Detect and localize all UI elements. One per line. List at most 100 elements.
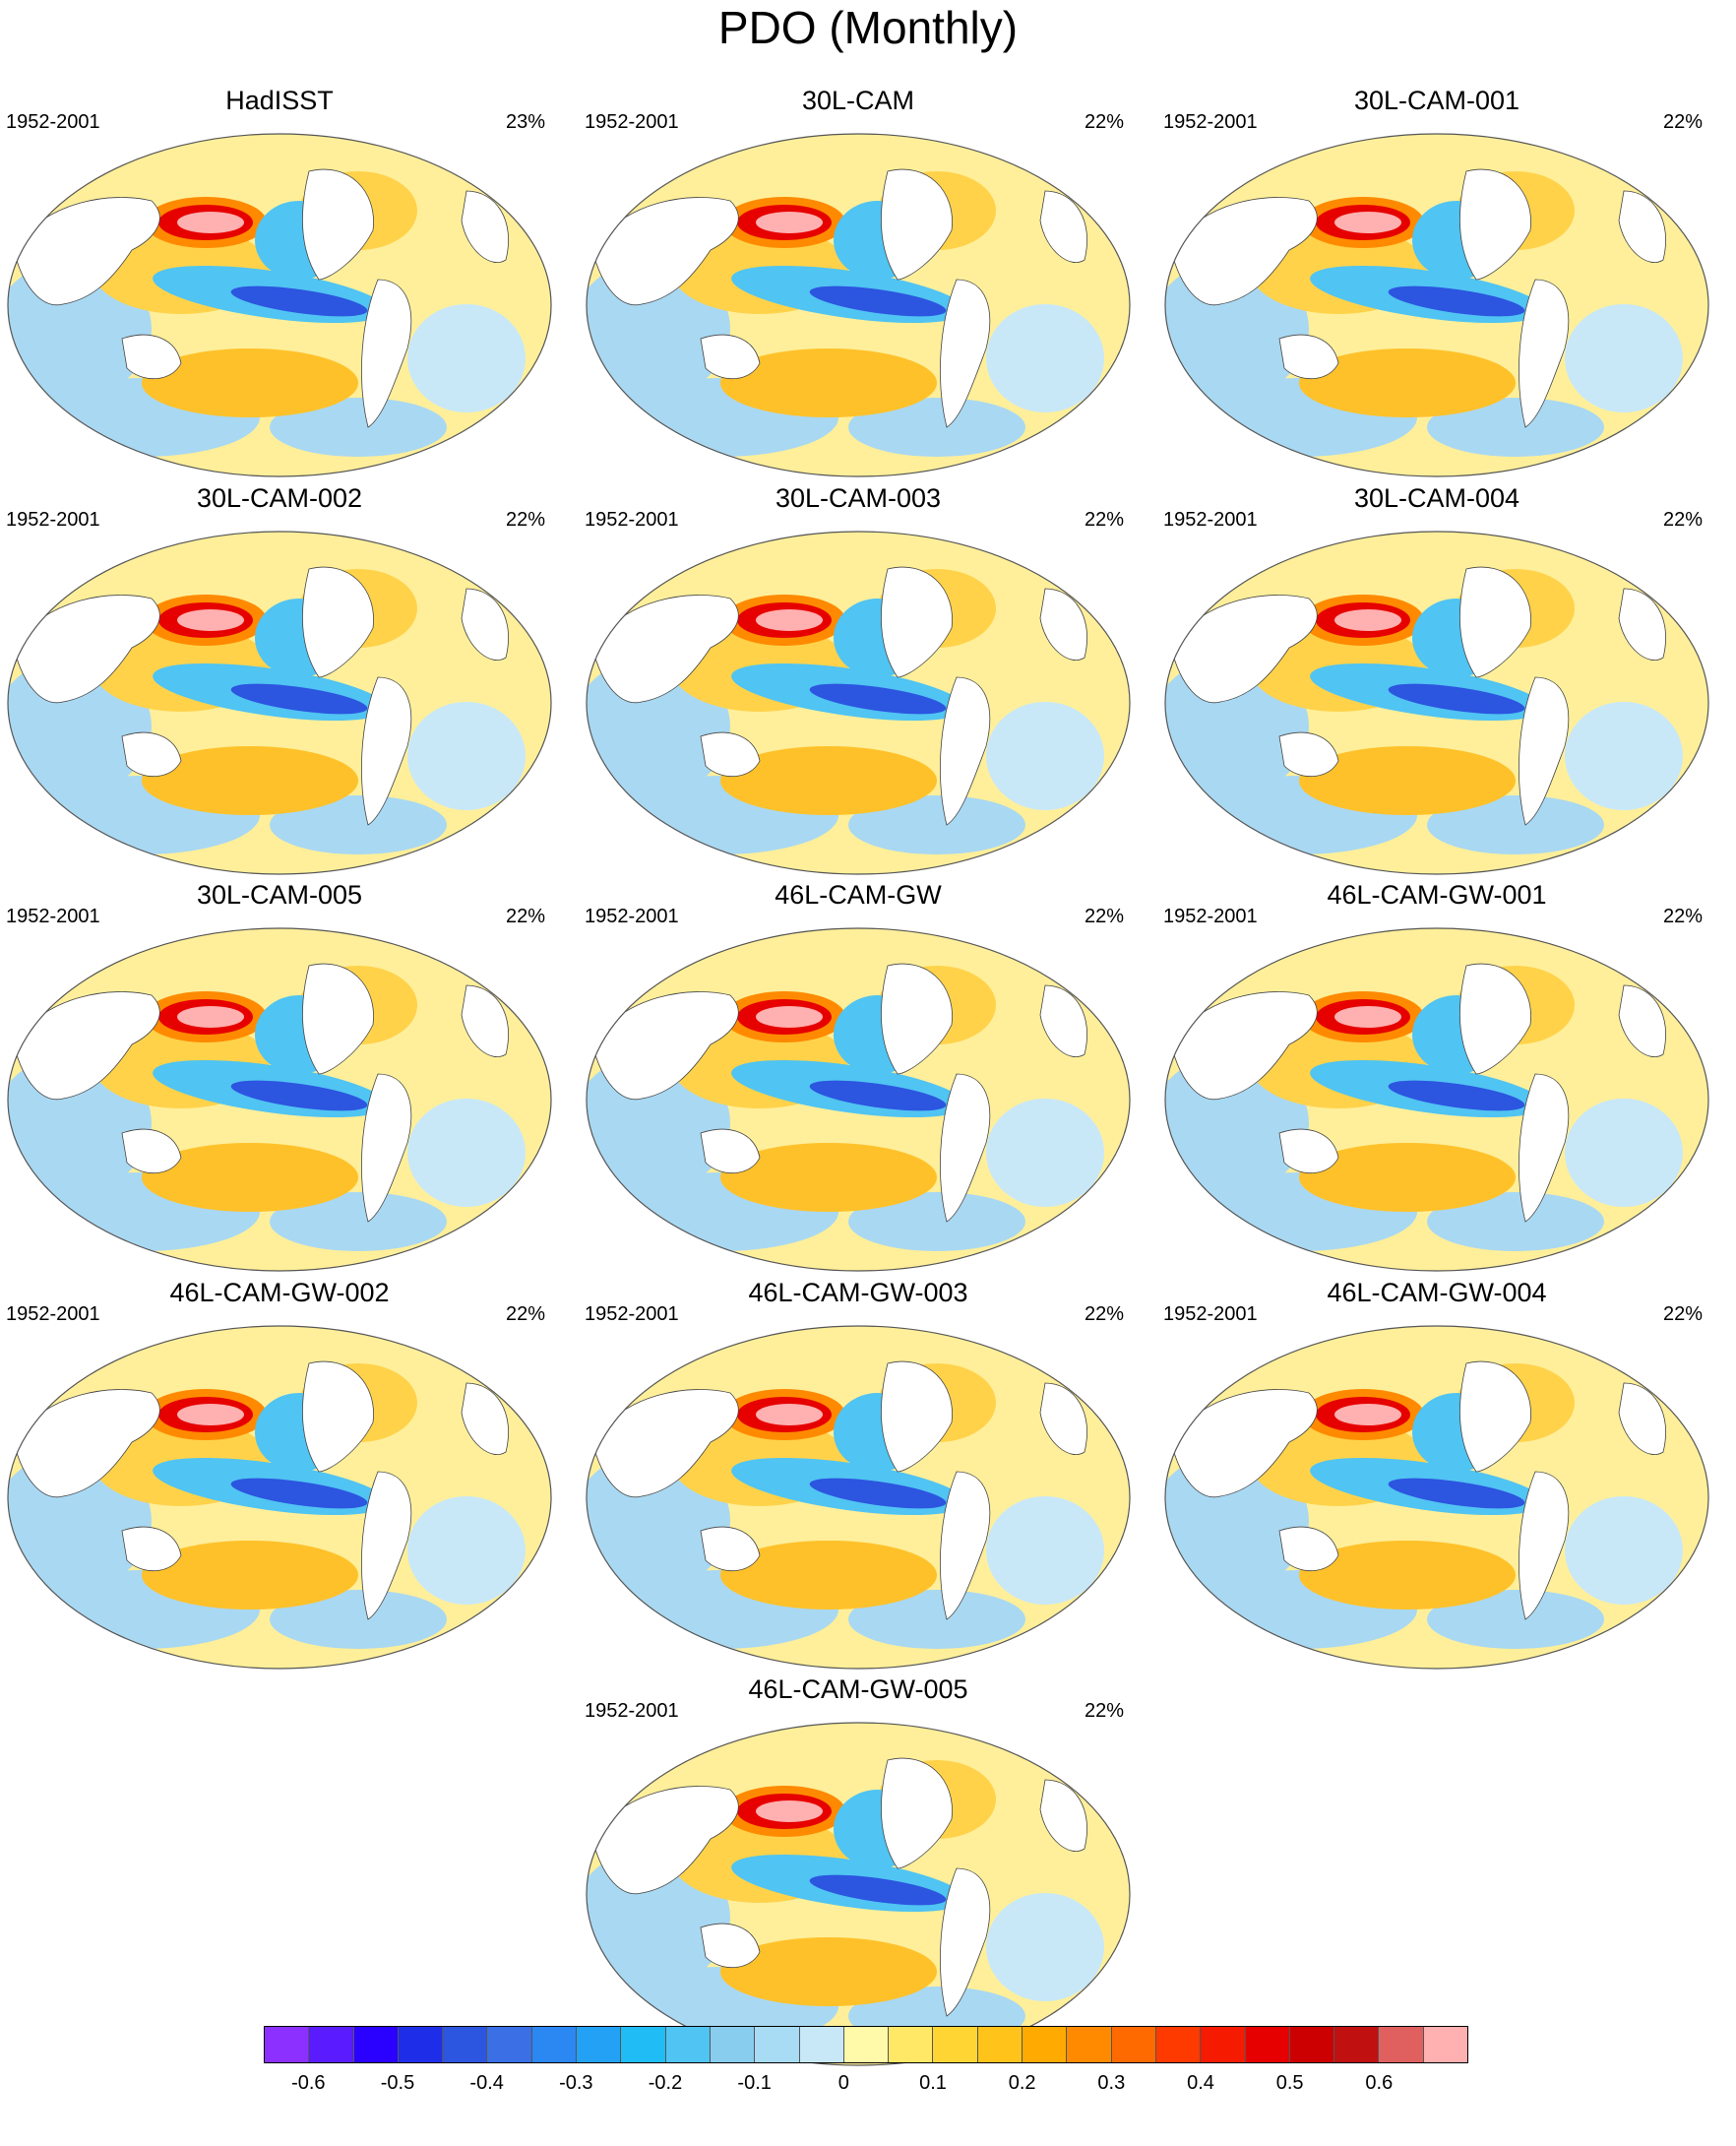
- map-image: [1164, 133, 1709, 477]
- panel-variance-percent: 22%: [505, 509, 545, 531]
- panel-title: 46L-CAM-GW: [775, 880, 942, 910]
- panel-years: 1952-2001: [585, 111, 679, 133]
- colorbar-boxes: [264, 2026, 1468, 2063]
- colorbar-box: [1423, 2027, 1468, 2062]
- colorbar-box: [1155, 2027, 1202, 2062]
- panel-title: 46L-CAM-GW-003: [748, 1278, 968, 1307]
- panel-title: 30L-CAM-001: [1353, 86, 1520, 115]
- panel-variance-percent: 22%: [1084, 906, 1124, 927]
- map-panel: 46L-CAM-GW-004 1952-2001 22%: [1161, 1277, 1712, 1671]
- colorbar-box: [1111, 2027, 1156, 2062]
- panel-years: 1952-2001: [1163, 509, 1258, 531]
- colorbar-box: [665, 2027, 711, 2062]
- panel-title: 46L-CAM-GW-004: [1327, 1278, 1547, 1307]
- panel-title: 30L-CAM-004: [1353, 483, 1520, 513]
- colorbar-box: [1379, 2027, 1424, 2062]
- panel-years: 1952-2001: [585, 906, 679, 927]
- colorbar-box: [1245, 2027, 1290, 2062]
- panel-variance-percent: 23%: [505, 111, 545, 133]
- panel-variance-percent: 22%: [1662, 1303, 1703, 1325]
- panel-variance-percent: 22%: [1662, 509, 1703, 531]
- panel-title: 46L-CAM-GW-001: [1327, 880, 1547, 910]
- colorbar-label: 0.4: [1187, 2072, 1214, 2094]
- colorbar-label: 0.1: [919, 2072, 947, 2094]
- map-image: [7, 1325, 552, 1670]
- panel-variance-percent: 22%: [1084, 111, 1124, 133]
- colorbar-box: [1334, 2027, 1380, 2062]
- map-image: [7, 133, 552, 477]
- panel-years: 1952-2001: [6, 906, 100, 927]
- panel-title: 30L-CAM-002: [196, 483, 363, 513]
- panel-variance-percent: 22%: [505, 1303, 545, 1325]
- map-image: [586, 927, 1131, 1272]
- panel-variance-percent: 22%: [1662, 111, 1703, 133]
- colorbar-box: [353, 2027, 399, 2062]
- panel-variance-percent: 22%: [505, 906, 545, 927]
- map-image: [586, 1722, 1131, 2066]
- map-panel: 46L-CAM-GW-003 1952-2001 22%: [583, 1277, 1134, 1671]
- panel-title: 46L-CAM-GW-005: [748, 1674, 968, 1704]
- map-panel: 46L-CAM-GW-002 1952-2001 22%: [4, 1277, 555, 1671]
- map-panel: 30L-CAM-001 1952-2001 22%: [1161, 85, 1712, 478]
- colorbar-box: [309, 2027, 354, 2062]
- colorbar-box: [1289, 2027, 1335, 2062]
- map-image: [586, 1325, 1131, 1670]
- map-panel: 46L-CAM-GW-001 1952-2001 22%: [1161, 879, 1712, 1273]
- colorbar-box: [977, 2027, 1023, 2062]
- colorbar-label: 0.2: [1008, 2072, 1036, 2094]
- map-image: [7, 927, 552, 1272]
- colorbar-label: 0.6: [1365, 2072, 1394, 2094]
- panel-years: 1952-2001: [1163, 1303, 1258, 1325]
- map-panel: HadISST 1952-2001 23%: [4, 85, 555, 478]
- colorbar-label: -0.1: [737, 2072, 772, 2094]
- page-title: PDO (Monthly): [717, 2, 1019, 53]
- map-panel: 30L-CAM 1952-2001 22%: [583, 85, 1134, 478]
- panel-years: 1952-2001: [1163, 111, 1258, 133]
- map-panel: 30L-CAM-005 1952-2001 22%: [4, 879, 555, 1273]
- colorbar: -0.6 -0.5 -0.4 -0.3 -0.2 -0.1 0 0.1 0.2 0.3 0.4 0.5…: [264, 2026, 1468, 2146]
- panel-variance-percent: 22%: [1084, 509, 1124, 531]
- colorbar-box: [398, 2027, 444, 2062]
- colorbar-label: 0: [837, 2072, 849, 2094]
- panel-title: 30L-CAM-003: [775, 483, 942, 513]
- colorbar-label: -0.2: [648, 2072, 683, 2094]
- panel-years: 1952-2001: [585, 1303, 679, 1325]
- panel-years: 1952-2001: [585, 509, 679, 531]
- map-panel: 30L-CAM-003 1952-2001 22%: [583, 482, 1134, 876]
- panel-years: 1952-2001: [6, 111, 100, 133]
- map-panel: 46L-CAM-GW 1952-2001 22%: [583, 879, 1134, 1273]
- map-image: [1164, 927, 1709, 1272]
- map-panel: 46L-CAM-GW-005 1952-2001 22%: [583, 1673, 1134, 2067]
- colorbar-box: [1067, 2027, 1112, 2062]
- colorbar-box: [577, 2027, 622, 2062]
- panel-years: 1952-2001: [6, 509, 100, 531]
- panel-variance-percent: 22%: [1084, 1700, 1124, 1722]
- colorbar-box: [487, 2027, 532, 2062]
- colorbar-box: [843, 2027, 890, 2062]
- map-panel: 30L-CAM-004 1952-2001 22%: [1161, 482, 1712, 876]
- colorbar-label: -0.5: [380, 2072, 415, 2094]
- colorbar-label: -0.4: [469, 2072, 504, 2094]
- colorbar-box: [799, 2027, 844, 2062]
- colorbar-box: [1023, 2027, 1068, 2062]
- colorbar-box: [710, 2027, 756, 2062]
- map-image: [586, 531, 1131, 875]
- map-image: [7, 531, 552, 875]
- panel-title: HadISST: [225, 86, 334, 115]
- map-image: [1164, 531, 1709, 875]
- colorbar-box: [443, 2027, 488, 2062]
- map-image: [1164, 1325, 1709, 1670]
- panel-title: 30L-CAM: [801, 86, 915, 115]
- colorbar-label: -0.6: [291, 2072, 326, 2094]
- colorbar-box: [621, 2027, 666, 2062]
- map-panel: 30L-CAM-002 1952-2001 22%: [4, 482, 555, 876]
- colorbar-box: [933, 2027, 978, 2062]
- colorbar-box: [265, 2027, 310, 2062]
- colorbar-box: [531, 2027, 578, 2062]
- colorbar-box: [1201, 2027, 1246, 2062]
- panel-title: 30L-CAM-005: [196, 880, 363, 910]
- panel-years: 1952-2001: [6, 1303, 100, 1325]
- panel-variance-percent: 22%: [1084, 1303, 1124, 1325]
- panel-variance-percent: 22%: [1662, 906, 1703, 927]
- colorbar-box: [755, 2027, 800, 2062]
